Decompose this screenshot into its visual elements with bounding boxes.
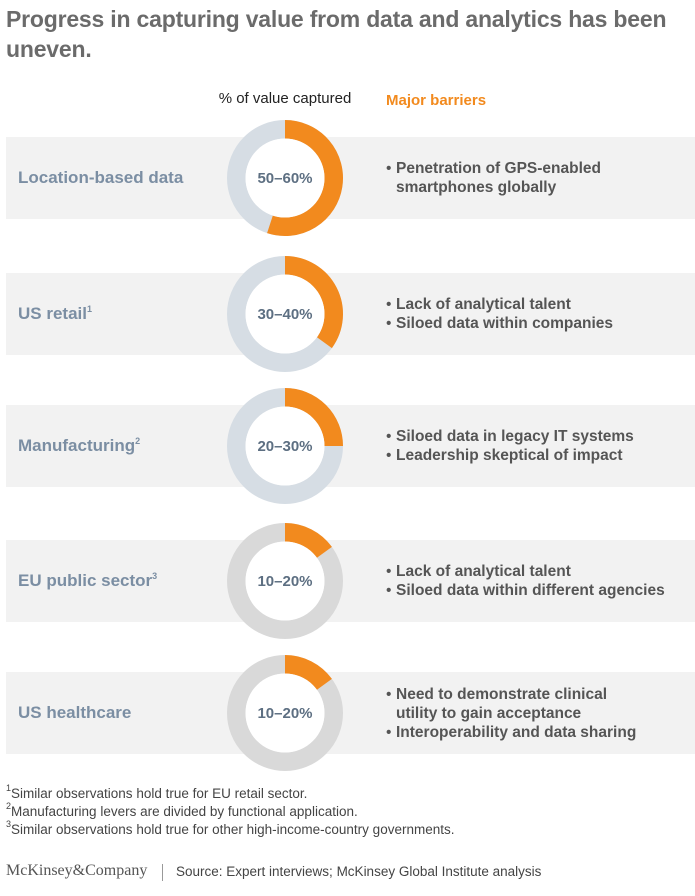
footnote: 1Similar observations hold true for EU r… xyxy=(6,783,308,802)
barrier-line: Siloed data within companies xyxy=(396,315,614,332)
donut-arc xyxy=(284,523,332,559)
value-label: 20–30% xyxy=(257,438,312,455)
barrier: Siloed data within companies xyxy=(386,314,613,333)
value-label: 30–40% xyxy=(257,306,312,323)
row-label: Location-based data xyxy=(18,137,183,219)
donut-hole xyxy=(245,406,325,486)
barrier-line: Lack of analytical talent xyxy=(396,296,571,313)
barrier-line: Siloed data in legacy IT systems xyxy=(396,428,634,445)
row-label: Manufacturing2 xyxy=(18,405,140,487)
barrier: Siloed data in legacy IT systems xyxy=(386,427,634,446)
barrier-header: Major barriers xyxy=(386,92,487,109)
barrier-line: utility to gain acceptance xyxy=(396,704,582,722)
barrier: Leadership skeptical of impact xyxy=(386,446,634,465)
footnote-mark: 2 xyxy=(135,436,141,446)
barrier-line: Siloed data within different agencies xyxy=(396,582,665,599)
donut: 10–20% xyxy=(227,523,343,639)
donut-hole xyxy=(245,673,325,753)
barriers: Siloed data in legacy IT systems Leadersh… xyxy=(386,427,634,465)
footnote-mark: 2 xyxy=(6,801,12,811)
donut: 30–40% xyxy=(227,256,343,372)
row-label-text: US retail xyxy=(18,304,87,323)
donut: 20–30% xyxy=(227,388,343,504)
row-label: US retail1 xyxy=(18,273,92,355)
barrier: Penetration of GPS-enabled smartphones gl… xyxy=(386,159,601,197)
barriers: Penetration of GPS-enabled smartphones gl… xyxy=(386,159,601,197)
row-label-text: EU public sector xyxy=(18,571,153,590)
footnote-mark: 3 xyxy=(6,819,12,829)
donut-hole xyxy=(245,274,325,354)
row-label-text: Manufacturing xyxy=(18,436,136,455)
footnote-text: Similar observations hold true for EU re… xyxy=(11,786,308,801)
barrier-line: Penetration of GPS-enabled xyxy=(396,160,601,177)
donut-arc xyxy=(284,388,343,447)
footnote: 3Similar observations hold true for othe… xyxy=(6,819,455,838)
barrier: Lack of analytical talent xyxy=(386,295,613,314)
source: Source: Expert interviews; McKinsey Glob… xyxy=(176,864,542,879)
row-label: US healthcare xyxy=(18,672,131,754)
footnote-text: Manufacturing levers are divided by func… xyxy=(11,804,358,819)
footnote-mark: 1 xyxy=(86,304,92,314)
row-label: EU public sector3 xyxy=(18,540,157,622)
title: Progress in capturing value from data an… xyxy=(6,6,667,62)
barriers: Lack of analytical talent Siloed data wit… xyxy=(386,562,665,600)
brand: McKinsey&Company xyxy=(6,862,148,879)
donut-arc xyxy=(267,120,343,236)
footnote-mark: 3 xyxy=(152,571,158,581)
donut-arc xyxy=(284,256,343,349)
barrier: Siloed data within different agencies xyxy=(386,581,665,600)
value-label: 10–20% xyxy=(257,573,312,590)
barriers: Lack of analytical talent Siloed data wit… xyxy=(386,295,613,333)
barrier-line: Interoperability and data sharing xyxy=(396,723,637,741)
footnote-text: Similar observations hold true for other… xyxy=(11,822,455,837)
separator xyxy=(162,864,163,881)
donut-hole xyxy=(245,138,325,218)
barrier: Lack of analytical talent xyxy=(386,562,665,581)
donut: 50–60% xyxy=(227,120,343,236)
row-label-text: US healthcare xyxy=(18,703,132,722)
barrier-line: Leadership skeptical of impact xyxy=(396,447,623,464)
value-label: 10–20% xyxy=(257,705,312,722)
footnote: 2Manufacturing levers are divided by fun… xyxy=(6,801,358,820)
footnote-mark: 1 xyxy=(6,783,12,793)
barrier-line: Lack of analytical talent xyxy=(396,563,571,580)
value-label: 50–60% xyxy=(257,170,312,187)
barrier-line: smartphones globally xyxy=(396,179,557,196)
donut-hole xyxy=(245,541,325,621)
barrier-line: Need to demonstrate clinical xyxy=(396,685,608,703)
value-header: % of value captured xyxy=(218,90,352,107)
donut: 10–20% xyxy=(227,655,343,771)
donut-arc xyxy=(284,655,332,691)
row-label-text: Location-based data xyxy=(18,168,184,187)
barrier: Interoperability and data sharing xyxy=(386,723,636,742)
